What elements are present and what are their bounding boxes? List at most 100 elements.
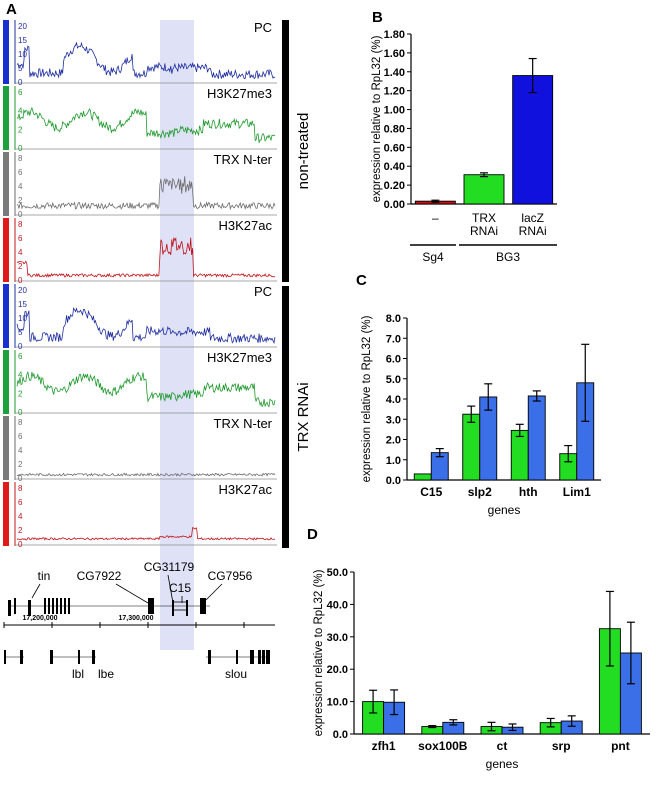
x-tick-label: C15 — [420, 485, 442, 499]
y-tick-label: 0.20 — [384, 180, 405, 192]
track-color-bar — [3, 284, 9, 348]
track-label: H3K27me3 — [207, 86, 272, 101]
track-tick-label: 2 — [18, 196, 23, 205]
track-8: 8 6 4 2 0 H3K27ac — [3, 482, 277, 549]
condition-trx-rnai: TRX RNAi — [282, 286, 312, 548]
track-tick-label: 6 — [18, 432, 23, 441]
y-tick-label: 40.0 — [327, 599, 348, 611]
y-tick-label: 30.0 — [327, 632, 348, 644]
track-tick-label: 4 — [18, 248, 23, 257]
track-signal — [16, 307, 276, 345]
condition-label: TRX RNAi — [295, 382, 312, 451]
gene-exon — [200, 598, 206, 614]
y-tick-label: 1.40 — [384, 67, 405, 79]
panel-a-letter: A — [6, 1, 17, 18]
track-tick-label: 2 — [18, 125, 23, 134]
track-tick-label: 0 — [18, 276, 23, 285]
gene-exon — [50, 650, 53, 664]
track-tick-label: 0 — [18, 342, 23, 351]
track-tick-label: 4 — [18, 107, 23, 116]
gene-exon — [148, 598, 154, 614]
panel-c-chart: 0.0 1.0 2.0 3.0 4.0 5.0 6.0 7.0 8.0 expression re… — [361, 313, 601, 517]
x-tick-label: zfh1 — [372, 739, 396, 753]
track-3: 8 6 4 2 0 TRX N-ter — [3, 152, 277, 219]
track-tick-label: 2 — [18, 526, 23, 535]
gene-exon — [266, 650, 270, 664]
track-tick-label: 2 — [18, 262, 23, 271]
gene-intron-box — [172, 601, 188, 611]
x-tick-label: pnt — [611, 739, 630, 753]
y-axis-label: expression relative to RpL32 (%) — [371, 35, 383, 202]
gene-exon — [4, 650, 6, 664]
track-signal — [16, 472, 276, 477]
gene-exon — [250, 650, 254, 664]
gene-exon — [20, 650, 23, 664]
y-tick-label: 1.00 — [384, 105, 405, 117]
y-tick-label: 3.0 — [386, 414, 401, 426]
track-tick-label: 8 — [18, 418, 23, 427]
y-tick-label: 0.80 — [384, 123, 405, 135]
track-label: H3K27me3 — [207, 350, 272, 365]
track-signal — [16, 237, 275, 278]
group-label: Sg4 — [422, 250, 444, 264]
condition-non-treated: non-treated — [282, 20, 312, 282]
gene-label-bottom: lbe — [98, 667, 114, 681]
y-tick-label: 1.60 — [384, 48, 405, 60]
track-color-bar — [3, 86, 9, 150]
y-tick-label: 8.0 — [386, 313, 401, 325]
panel-c-letter: C — [356, 272, 367, 289]
track-tick-label: 8 — [18, 220, 23, 229]
track-tick-label: 5 — [18, 328, 23, 337]
track-label: TRX N-ter — [214, 152, 273, 167]
y-tick-label: 7.0 — [386, 333, 401, 345]
track-tick-label: 8 — [18, 154, 23, 163]
panel-d-letter: D — [307, 526, 318, 543]
track-signal — [16, 176, 276, 211]
track-tick-label: 0 — [18, 540, 23, 549]
gene-label-top: CG7956 — [208, 569, 253, 583]
track-label: TRX N-ter — [214, 416, 273, 431]
track-color-bar — [3, 218, 9, 282]
gene-exon — [44, 598, 46, 614]
y-axis-label: expression relative to RpL32 (%) — [361, 315, 373, 482]
x-tick-label: – — [432, 211, 439, 225]
y-tick-label: 2.0 — [386, 435, 401, 447]
bar — [413, 473, 432, 481]
track-1: 20 15 10 5 0 PC — [3, 20, 277, 87]
track-tick-label: 0 — [18, 144, 23, 153]
gene-arrow — [31, 583, 41, 599]
track-tick-label: 6 — [18, 352, 23, 361]
track-tick-label: 20 — [18, 22, 27, 31]
track-tick-label: 15 — [18, 36, 27, 45]
gene-exon — [78, 650, 80, 664]
gene-arrow — [205, 583, 223, 601]
y-tick-label: 1.20 — [384, 86, 405, 98]
x-tick-label: sox100B — [418, 739, 468, 753]
track-tick-label: 2 — [18, 460, 23, 469]
gene-arrow — [115, 583, 149, 604]
track-label: PC — [254, 284, 272, 299]
x-tick-label: Lim1 — [563, 485, 591, 499]
coordinate-label: 17,200,000 — [22, 615, 57, 622]
gene-label-top: CG7922 — [77, 569, 122, 583]
y-tick-label: 10.0 — [327, 697, 348, 709]
track-label: PC — [254, 20, 272, 35]
y-tick-label: 0.0 — [386, 475, 401, 487]
x-axis-label: genes — [486, 757, 519, 771]
y-tick-label: 20.0 — [327, 664, 348, 676]
gene-map: tin CG7922 CG31179 C15 CG7956 17,200,000 17,30… — [3, 560, 275, 681]
panel-b-chart: 0.00 0.20 0.40 0.60 0.80 1.00 1.20 1.40 1.60 1.80… — [371, 29, 557, 264]
gene-exon — [92, 650, 95, 664]
track-tick-label: 0 — [18, 78, 23, 87]
track-tick-label: 4 — [18, 446, 23, 455]
track-signal — [16, 41, 276, 80]
y-tick-label: 5.0 — [386, 374, 401, 386]
track-signal — [16, 370, 276, 408]
condition-bar — [282, 286, 289, 548]
gene-exon — [68, 598, 70, 614]
x-tick-label: lacZ RNAi — [519, 211, 547, 238]
y-tick-label: 50.0 — [327, 567, 348, 579]
track-color-bar — [3, 482, 9, 546]
gene-exon — [8, 600, 11, 616]
track-tick-label: 0 — [18, 408, 23, 417]
